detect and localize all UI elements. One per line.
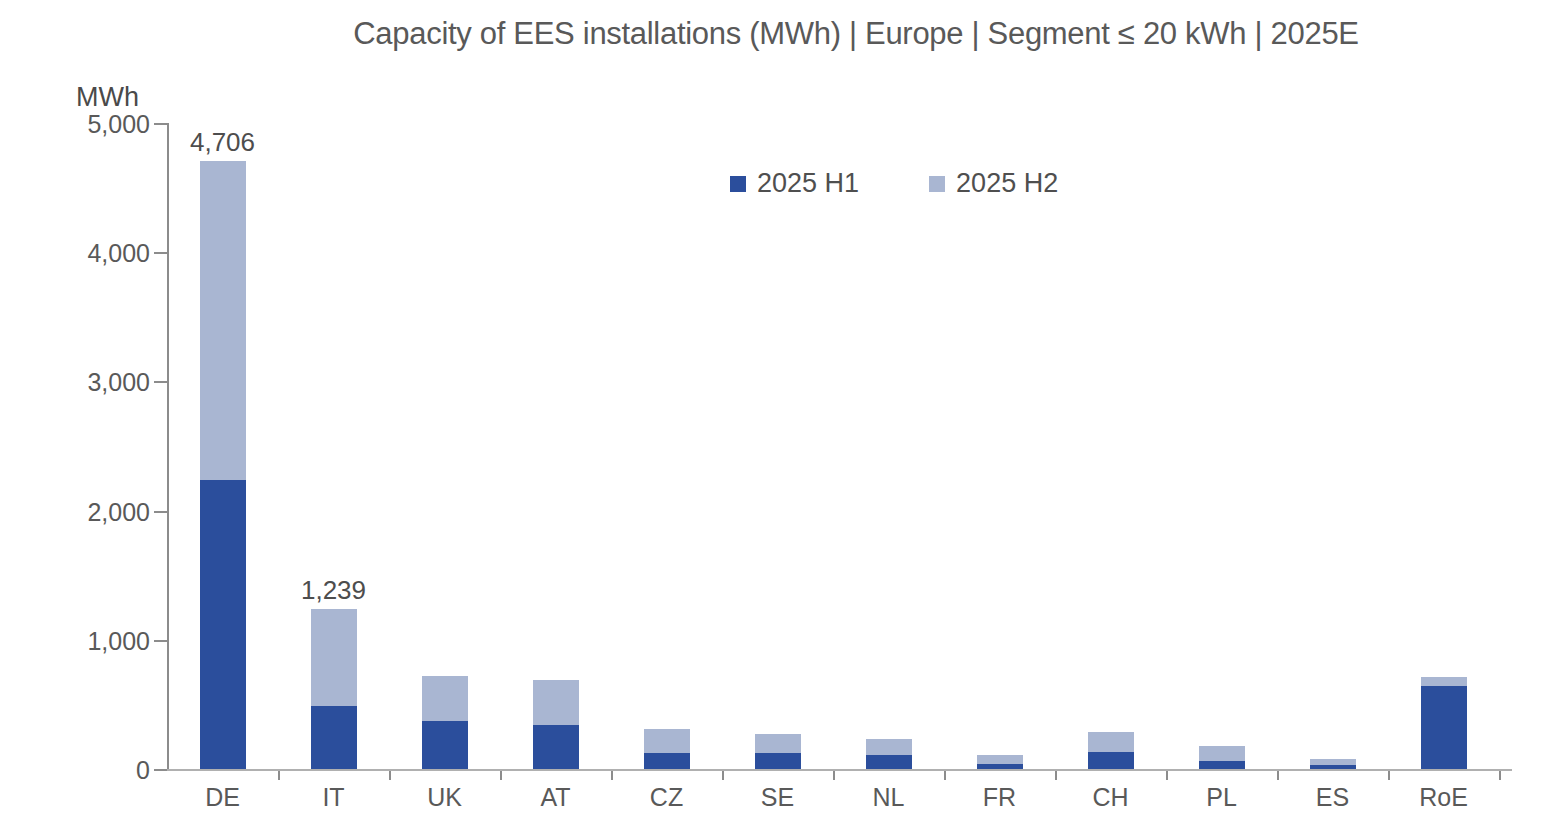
y-axis-line xyxy=(167,123,169,771)
bar-roe-h2 xyxy=(1421,677,1467,687)
legend-item: 2025 H2 xyxy=(929,168,1058,199)
x-tick-mark xyxy=(611,771,613,780)
bar-se-h1 xyxy=(755,753,801,769)
y-tick-label: 4,000 xyxy=(80,239,150,268)
y-tick-label: 3,000 xyxy=(80,368,150,397)
x-category-label: CH xyxy=(1066,783,1156,812)
x-tick-mark xyxy=(1055,771,1057,780)
y-tick-mark xyxy=(154,381,167,383)
chart-legend: 2025 H1 2025 H2 xyxy=(730,168,1058,199)
x-tick-mark xyxy=(833,771,835,780)
x-tick-mark xyxy=(944,771,946,780)
bar-nl-h1 xyxy=(866,755,912,769)
x-category-label: CZ xyxy=(622,783,712,812)
y-tick-mark xyxy=(154,640,167,642)
bar-de-h2 xyxy=(200,161,246,480)
x-category-label: DE xyxy=(178,783,268,812)
y-tick-label: 2,000 xyxy=(80,497,150,526)
legend-item: 2025 H1 xyxy=(730,168,859,199)
bar-uk-h1 xyxy=(422,721,468,769)
bar-total-label: 4,706 xyxy=(163,127,283,158)
bar-at-h2 xyxy=(533,680,579,725)
y-tick-label: 0 xyxy=(80,756,150,785)
x-category-label: IT xyxy=(289,783,379,812)
x-category-label: NL xyxy=(844,783,934,812)
y-tick-mark xyxy=(154,511,167,513)
y-axis-unit-label: MWh xyxy=(76,82,139,113)
x-category-label: ES xyxy=(1288,783,1378,812)
legend-label: 2025 H2 xyxy=(956,168,1058,199)
bar-uk-h2 xyxy=(422,676,468,721)
x-tick-mark xyxy=(1499,771,1501,780)
x-category-label: AT xyxy=(511,783,601,812)
x-category-label: PL xyxy=(1177,783,1267,812)
x-tick-mark xyxy=(389,771,391,780)
chart-title: Capacity of EES installations (MWh) | Eu… xyxy=(180,16,1532,52)
y-tick-mark xyxy=(154,123,167,125)
bar-cz-h2 xyxy=(644,729,690,754)
bar-se-h2 xyxy=(755,734,801,753)
bar-nl-h2 xyxy=(866,739,912,755)
bar-it-h1 xyxy=(311,706,357,769)
x-tick-mark xyxy=(722,771,724,780)
x-tick-mark xyxy=(500,771,502,780)
x-tick-mark xyxy=(278,771,280,780)
bar-fr-h1 xyxy=(977,764,1023,769)
x-tick-mark xyxy=(1388,771,1390,780)
bar-de-h1 xyxy=(200,480,246,769)
y-tick-mark xyxy=(154,252,167,254)
bar-es-h2 xyxy=(1310,759,1356,765)
bar-es-h1 xyxy=(1310,765,1356,769)
x-category-label: UK xyxy=(400,783,490,812)
bar-ch-h1 xyxy=(1088,752,1134,769)
x-category-label: FR xyxy=(955,783,1045,812)
y-tick-label: 5,000 xyxy=(80,110,150,139)
bar-cz-h1 xyxy=(644,753,690,769)
bar-total-label: 1,239 xyxy=(274,575,394,606)
x-category-label: SE xyxy=(733,783,823,812)
y-tick-label: 1,000 xyxy=(80,626,150,655)
x-category-label: RoE xyxy=(1399,783,1489,812)
legend-swatch-icon xyxy=(730,176,746,192)
legend-label: 2025 H1 xyxy=(757,168,859,199)
bar-at-h1 xyxy=(533,725,579,769)
x-tick-mark xyxy=(1166,771,1168,780)
y-tick-mark xyxy=(154,769,167,771)
bar-roe-h1 xyxy=(1421,686,1467,769)
bar-pl-h2 xyxy=(1199,746,1245,762)
chart-canvas: Capacity of EES installations (MWh) | Eu… xyxy=(0,0,1552,836)
bar-pl-h1 xyxy=(1199,761,1245,769)
legend-swatch-icon xyxy=(929,176,945,192)
bar-fr-h2 xyxy=(977,755,1023,764)
bar-ch-h2 xyxy=(1088,732,1134,753)
bar-it-h2 xyxy=(311,609,357,706)
x-tick-mark xyxy=(1277,771,1279,780)
